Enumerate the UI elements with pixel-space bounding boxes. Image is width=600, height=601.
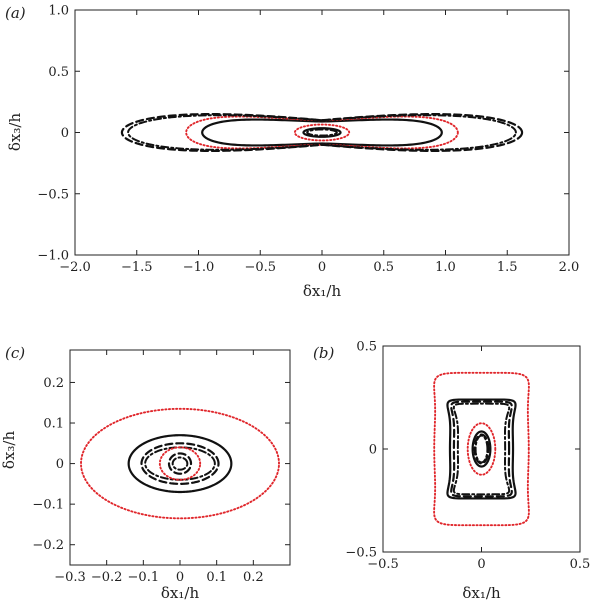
x-tick-label: −1.0 bbox=[183, 260, 215, 275]
y-tick-label: −0.5 bbox=[345, 546, 377, 561]
x-tick-label: −2.0 bbox=[59, 260, 91, 275]
y-tick-label: 0 bbox=[61, 126, 69, 141]
contour-dashdot bbox=[171, 456, 189, 471]
y-tick-label: 0.5 bbox=[48, 65, 69, 80]
contour-dashed bbox=[140, 442, 220, 485]
x-tick-label: 0.1 bbox=[206, 570, 227, 585]
x-axis-label: δx₁/h bbox=[161, 584, 200, 601]
axes-frame bbox=[382, 345, 581, 553]
x-tick-label: 0 bbox=[318, 260, 326, 275]
x-tick-label: 2.0 bbox=[559, 260, 580, 275]
x-tick-label: −0.1 bbox=[128, 570, 160, 585]
y-tick-label: −1.0 bbox=[37, 249, 69, 264]
contour-solid bbox=[471, 430, 492, 468]
axes-frame bbox=[74, 9, 570, 256]
contour-group bbox=[80, 407, 280, 520]
y-tick-label: −0.1 bbox=[32, 498, 64, 513]
x-tick-label: 1.5 bbox=[497, 260, 518, 275]
contour-dashdot bbox=[306, 128, 338, 137]
contour-dashdot bbox=[474, 434, 489, 464]
panel-c: −0.3 −0.2 −0.1 0 0.1 0.2 0.2 0.1 0 −0.1 −0.2 (c) δx₁… bbox=[0, 344, 291, 601]
x-tick-label: −1.5 bbox=[121, 260, 153, 275]
contour-dashed bbox=[167, 452, 193, 475]
panel-label: (c) bbox=[5, 344, 25, 362]
contour-dotted-red bbox=[293, 123, 351, 142]
x-tick-label: 0.5 bbox=[570, 557, 591, 572]
y-axis-label: δx₃/h bbox=[6, 113, 24, 152]
contour-solid bbox=[201, 118, 443, 147]
contour-dotted-red bbox=[433, 371, 530, 527]
y-axis-label: δx₃/h bbox=[0, 431, 18, 470]
y-tick-label: 0 bbox=[369, 443, 377, 458]
x-tick-label: 0.2 bbox=[243, 570, 264, 585]
contour-solid bbox=[302, 127, 342, 138]
x-tick-label: −0.3 bbox=[54, 570, 86, 585]
x-tick-label: −0.5 bbox=[367, 557, 399, 572]
contour-group bbox=[433, 371, 530, 527]
contour-dashed bbox=[450, 400, 513, 498]
contour-dotted-red bbox=[80, 407, 280, 520]
panel-b: −0.5 0 0.5 0.5 0 −0.5 (b) δx₁/h bbox=[313, 340, 590, 601]
x-tick-label: −0.2 bbox=[91, 570, 123, 585]
y-tick-label: 0.5 bbox=[356, 340, 377, 355]
x-tick-label: 0 bbox=[477, 557, 485, 572]
y-tick-label: 0.1 bbox=[43, 417, 64, 432]
panel-a: −2.0 −1.5 −1.0 −0.5 0 0.5 1.0 1.5 2.0 1.0 0.5 0 −0.5… bbox=[5, 4, 579, 301]
contour-dotted-red bbox=[158, 446, 202, 481]
contour-group bbox=[120, 113, 524, 152]
contour-dashed bbox=[120, 113, 524, 152]
panel-label: (b) bbox=[313, 344, 334, 362]
contour-dashdot bbox=[452, 402, 511, 496]
y-tick-label: −0.5 bbox=[37, 187, 69, 202]
x-tick-label: −0.5 bbox=[244, 260, 276, 275]
x-tick-label: 1.0 bbox=[435, 260, 456, 275]
contour-dashdot bbox=[127, 114, 517, 151]
contour-solid bbox=[446, 398, 517, 500]
panel-label: (a) bbox=[5, 4, 26, 22]
y-tick-label: 0 bbox=[56, 457, 64, 472]
contour-solid bbox=[127, 434, 233, 494]
x-tick-label: 0.5 bbox=[373, 260, 394, 275]
contour-dashdot bbox=[144, 446, 216, 481]
y-tick-label: 0.2 bbox=[43, 376, 64, 391]
x-tick-label: 0 bbox=[176, 570, 184, 585]
x-axis-label: δx₁/h bbox=[303, 282, 342, 300]
x-axis-label: δx₁/h bbox=[462, 584, 501, 601]
y-tick-label: 1.0 bbox=[48, 4, 69, 19]
y-tick-label: −0.2 bbox=[32, 538, 64, 553]
